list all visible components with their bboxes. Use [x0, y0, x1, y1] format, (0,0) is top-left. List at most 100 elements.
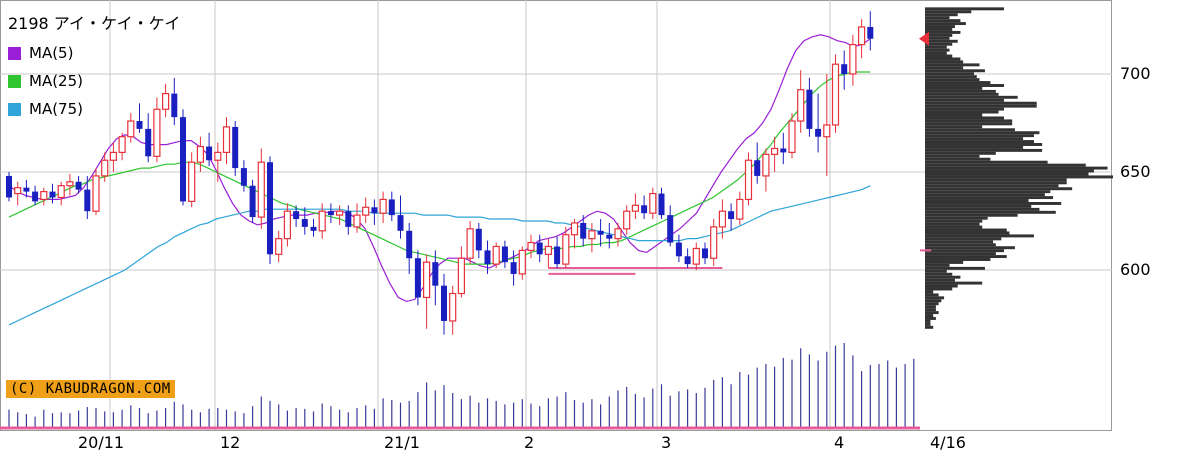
volume-profile-bar	[925, 243, 996, 247]
volume-profile-bar	[925, 302, 939, 306]
volume-profile-bar	[925, 322, 931, 326]
volume-profile-bar	[925, 7, 1005, 11]
volume-profile-bar	[925, 95, 1018, 99]
candle-body	[283, 210, 291, 240]
candle-body	[544, 245, 553, 255]
candle-body	[580, 222, 587, 239]
y-tick-label: 700	[1120, 64, 1151, 83]
volume-profile-bar	[925, 196, 1054, 200]
candle-body	[49, 191, 56, 198]
volume-profile-bar	[925, 311, 939, 315]
candle-body	[841, 64, 848, 74]
candle-body	[684, 256, 691, 265]
candle-body	[815, 128, 822, 137]
candle-body	[744, 159, 753, 201]
candle-body	[710, 226, 718, 259]
volume-profile-bar	[925, 258, 991, 261]
candle-body	[127, 120, 135, 138]
candle-body	[196, 145, 204, 163]
candle-body	[66, 181, 74, 187]
candle-body	[267, 162, 273, 255]
volume-profile-bar	[925, 22, 966, 26]
candle-body	[606, 234, 613, 239]
volume-profile-bar	[925, 299, 942, 303]
ma75-line	[8, 185, 871, 326]
candle-body	[6, 175, 12, 198]
volume-profile-bar	[925, 60, 964, 64]
x-tick-label: 2	[524, 433, 534, 452]
x-tick-label: 21/1	[384, 433, 420, 452]
volume-profile-bar	[925, 234, 1034, 238]
volume-profile-bar	[925, 325, 934, 329]
last-price-marker	[919, 31, 929, 46]
volume-profile-bar	[925, 213, 1018, 217]
candle-body	[318, 210, 326, 232]
volume-profile-bar	[925, 169, 1094, 173]
x-tick-label: 3	[661, 433, 671, 452]
volume-profile-bar	[925, 45, 947, 49]
candle-body	[206, 146, 213, 161]
volume-profile-bar	[925, 222, 980, 226]
volume-profile-bar	[925, 107, 1005, 111]
volume-profile-bar	[925, 178, 1067, 182]
volume-profile-bar	[925, 143, 1043, 146]
volume-profile-bar	[925, 81, 991, 85]
x-tick-label: 12	[220, 433, 240, 452]
candle-body	[754, 160, 761, 176]
volume-profile-bar	[925, 210, 1056, 214]
volume-profile-bar	[925, 116, 1005, 120]
volume-profile-bar	[925, 263, 950, 267]
candle-body	[171, 93, 178, 118]
volume-profile-bar	[925, 10, 972, 14]
candle-body	[823, 124, 831, 138]
candle-body	[554, 246, 561, 265]
candle-body	[240, 168, 247, 186]
volume-profile-bar	[925, 207, 1040, 211]
candle-body	[118, 136, 126, 154]
ma25-line	[8, 71, 871, 265]
volume-profile-bar	[925, 92, 999, 96]
volume-profile-bar	[925, 89, 996, 93]
candle-body	[432, 262, 439, 286]
candle-body	[222, 126, 231, 153]
candle-body	[614, 228, 622, 240]
volume-profile-bar	[925, 272, 953, 276]
candle-body	[40, 191, 48, 201]
candle-body	[570, 222, 579, 236]
candle-body	[457, 257, 465, 295]
volume-profile-bar	[925, 240, 994, 244]
volume-profile-bar	[925, 101, 1037, 105]
volume-profile-bar	[925, 33, 953, 37]
volume-profile-bar	[925, 66, 964, 70]
plot-frame	[0, 0, 1112, 431]
volume-profile-bar	[925, 296, 945, 300]
candle-body	[214, 151, 222, 161]
candle-body	[109, 151, 118, 161]
candle-body	[153, 108, 161, 157]
volume-profile-bar	[925, 110, 999, 114]
volume-profile-bar	[925, 13, 958, 17]
volume-profile-bar	[925, 281, 983, 285]
x-tick-label: 20/11	[78, 433, 124, 452]
candle-body	[667, 215, 674, 243]
candle-body	[718, 210, 727, 228]
legend-swatch-ma75	[8, 102, 21, 116]
candle-body	[475, 228, 482, 251]
volume-profile-bar	[925, 148, 1043, 152]
candle-body	[797, 89, 805, 122]
x-tick-label: 4/16	[930, 433, 966, 452]
volume-profile-bar	[925, 160, 1048, 164]
volume-profile-bar	[925, 305, 936, 309]
candle-body	[675, 242, 682, 257]
volume-profile-bar	[925, 228, 1007, 232]
candle-body	[631, 204, 640, 212]
volume-profile-bar	[925, 122, 1013, 126]
candle-body	[249, 185, 256, 218]
volume-profile-bar	[925, 231, 1010, 235]
volume-profile-bar	[925, 199, 1029, 202]
candle-body	[501, 246, 508, 263]
candle-body	[257, 161, 265, 218]
legend-item-ma5: MA(5)	[8, 44, 73, 62]
volume-profile-bar	[925, 75, 977, 79]
